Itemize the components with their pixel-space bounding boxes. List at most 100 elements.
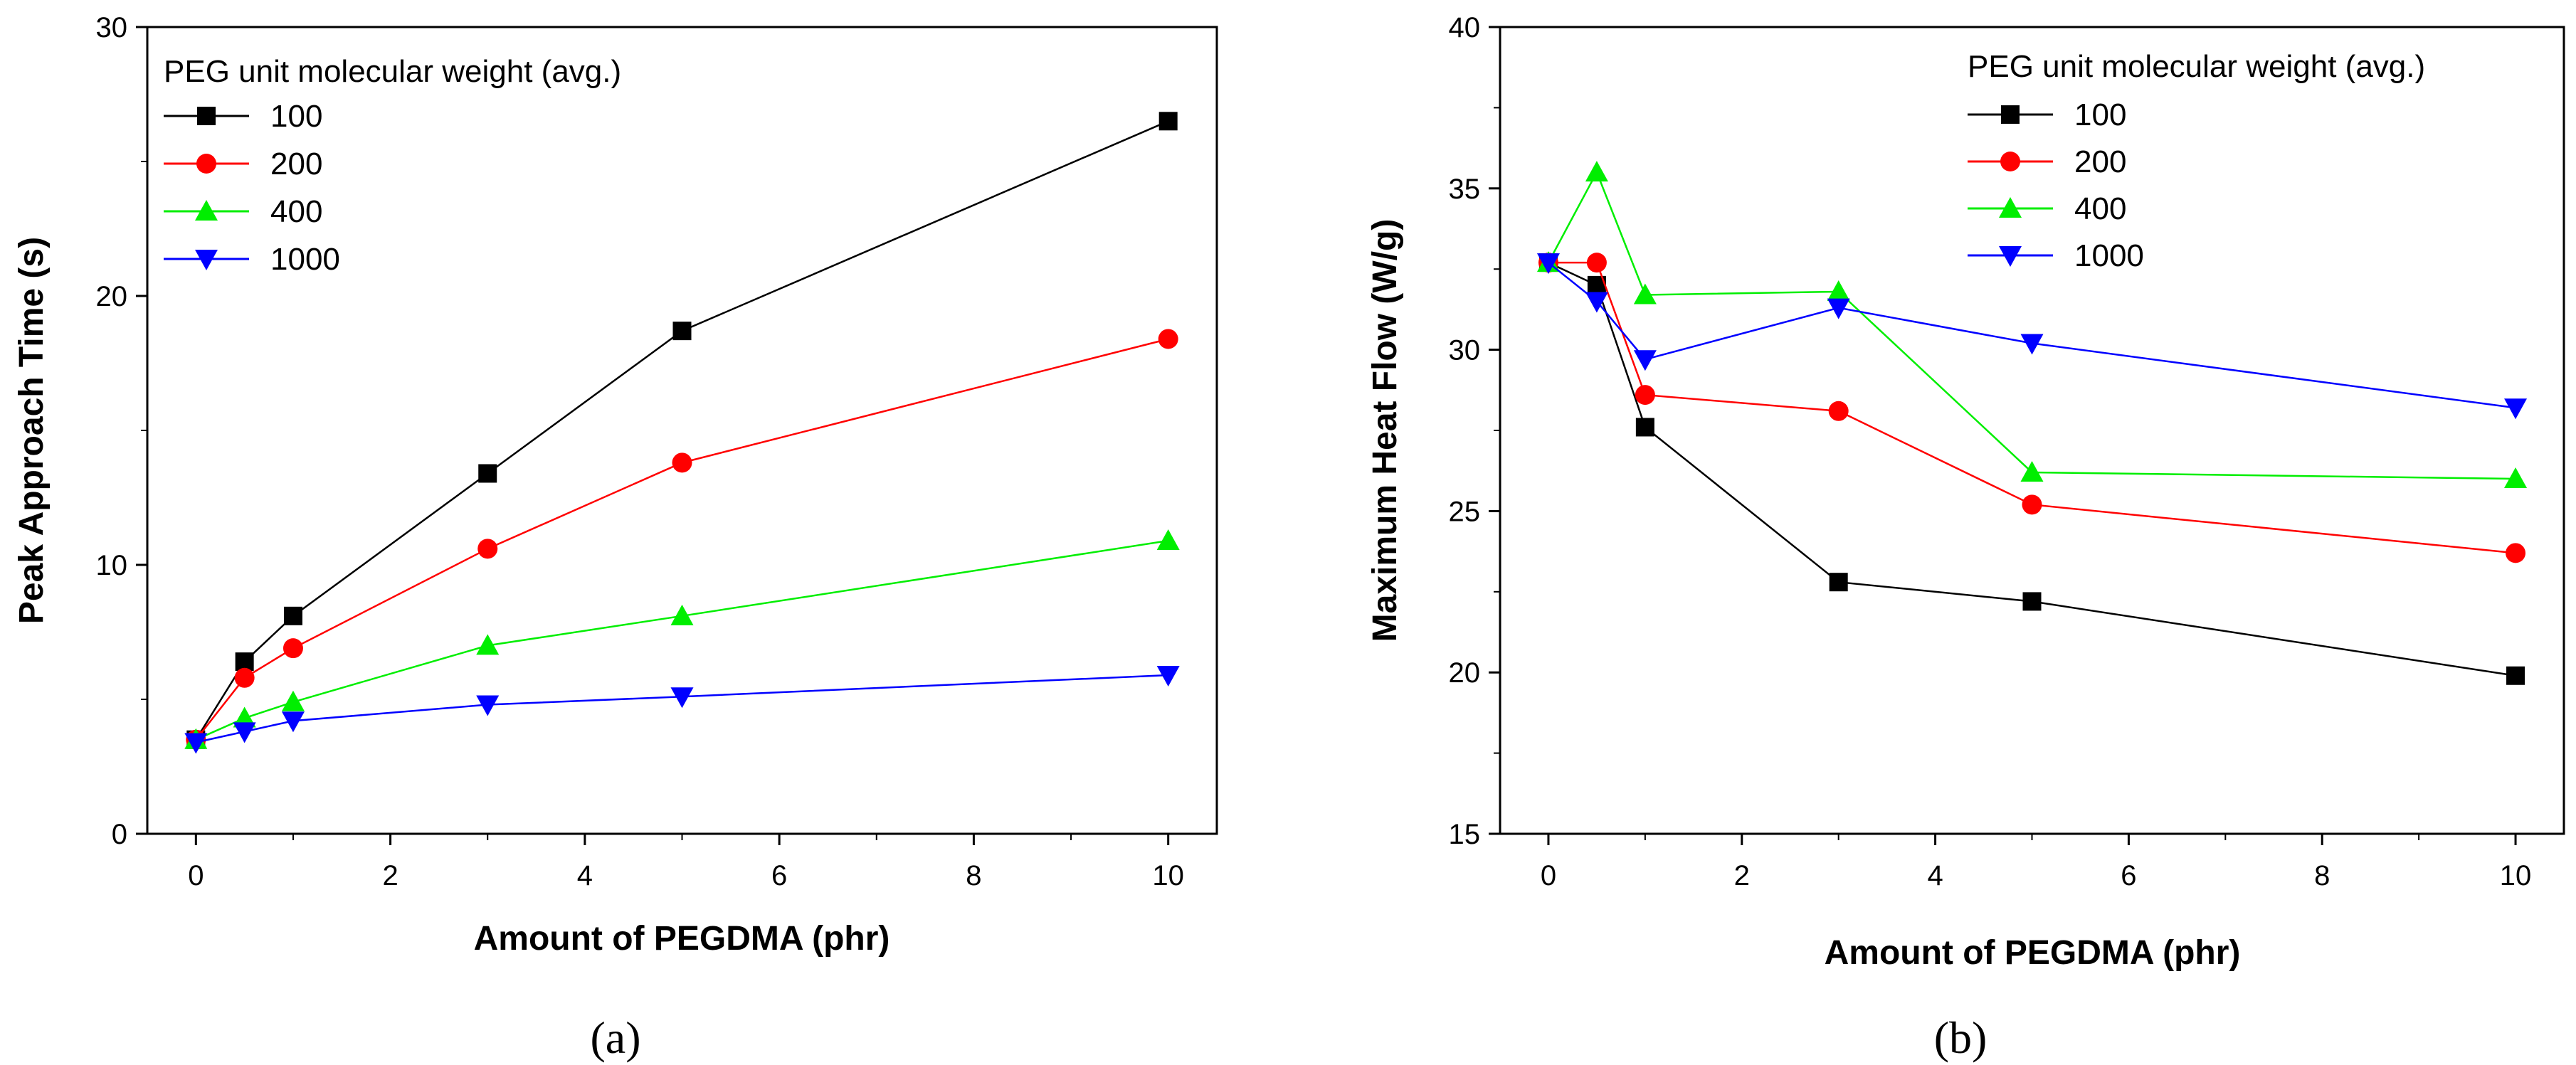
y-tick-label: 25 (1449, 496, 1481, 527)
data-point-1000 (476, 695, 500, 716)
data-point-100 (1158, 112, 1178, 131)
legend-marker-1000 (1999, 246, 2022, 267)
y-tick-label: 40 (1449, 12, 1481, 43)
x-tick-label: 0 (1541, 860, 1556, 891)
x-axis-ticks-b: 0 2 4 6 8 10 (1541, 834, 2531, 891)
x-tick-label: 6 (771, 860, 787, 891)
data-point-1000 (1633, 350, 1657, 371)
x-axis-ticks-a: 0 2 4 6 8 10 (188, 834, 1184, 891)
x-axis-label-b: Amount of PEGDMA (phr) (1825, 934, 2241, 972)
legend-marker-400 (195, 200, 218, 221)
series-line-1000 (196, 674, 1168, 743)
x-tick-label: 10 (1152, 860, 1184, 891)
data-point-100 (283, 606, 302, 625)
x-tick-label: 10 (2500, 860, 2532, 891)
data-point-1000 (670, 687, 694, 709)
legend-b: PEG unit molecular weight (avg.) 100 200 4… (1968, 49, 2425, 273)
data-point-200 (283, 638, 303, 659)
y-axis-ticks-a: 0 10 20 30 (96, 12, 147, 850)
y-axis-ticks-b: 15 20 25 30 35 40 (1449, 12, 1500, 850)
data-point-200 (477, 539, 498, 559)
data-point-1000 (1827, 298, 1850, 319)
legend-title-a: PEG unit molecular weight (avg.) (164, 54, 621, 89)
x-tick-label: 8 (966, 860, 981, 891)
x-axis-label-a: Amount of PEGDMA (phr) (474, 920, 890, 958)
x-tick-label: 6 (2121, 860, 2136, 891)
y-axis-label-b: Maximum Heat Flow (W/g) (1366, 219, 1404, 642)
data-point-1000 (184, 733, 208, 754)
data-point-100 (1829, 573, 1848, 592)
y-tick-label: 15 (1449, 819, 1481, 850)
data-point-400 (2020, 460, 2044, 482)
x-tick-label: 4 (1927, 860, 1943, 891)
data-point-100 (672, 322, 692, 341)
data-point-200 (2022, 494, 2042, 515)
legend-label-400: 400 (2074, 191, 2126, 226)
y-tick-label: 20 (96, 281, 128, 312)
data-point-1000 (1536, 253, 1560, 275)
legend-marker-200 (2000, 152, 2020, 171)
y-tick-label: 35 (1449, 174, 1481, 205)
data-point-200 (1635, 385, 1655, 406)
legend-marker-100 (2001, 105, 2020, 124)
data-point-400 (1156, 529, 1180, 550)
legend-label-400: 400 (270, 194, 322, 229)
legend-a: PEG unit molecular weight (avg.) 100 200 4… (164, 54, 621, 277)
y-axis-label-a: Peak Approach Time (s) (13, 237, 51, 624)
legend-marker-100 (197, 107, 216, 125)
x-tick-label: 8 (2314, 860, 2330, 891)
data-point-400 (233, 706, 256, 728)
legend-title-b: PEG unit molecular weight (avg.) (1968, 49, 2425, 84)
y-tick-label: 0 (112, 819, 127, 850)
panel-label-a: (a) (590, 1012, 640, 1063)
data-point-400 (281, 690, 305, 711)
data-point-400 (2504, 467, 2528, 489)
data-point-200 (1158, 329, 1178, 349)
legend-label-200: 200 (2074, 144, 2126, 179)
legend-marker-200 (196, 154, 216, 174)
data-point-400 (476, 634, 500, 655)
panel-label-b: (b) (1934, 1012, 1988, 1063)
data-point-100 (478, 464, 497, 483)
legend-label-100: 100 (270, 99, 322, 134)
legend-marker-1000 (195, 250, 218, 270)
y-tick-label: 30 (96, 12, 128, 43)
data-point-1000 (1585, 292, 1608, 313)
chart-panel-b: 0 2 4 6 8 10 15 20 25 30 35 40 Amount of PEGDMA (p… (1366, 12, 2565, 1063)
y-tick-label: 30 (1449, 335, 1481, 366)
legend-marker-400 (1999, 197, 2022, 218)
data-point-1000 (1156, 665, 1180, 687)
x-tick-label: 0 (188, 860, 204, 891)
data-point-200 (1828, 401, 1849, 421)
legend-entries-a: 100 200 400 1000 (164, 99, 340, 277)
legend-entries-b: 100 200 400 1000 (1968, 97, 2144, 273)
series-line-200 (195, 338, 1168, 741)
data-point-1000 (2504, 398, 2528, 420)
legend-label-1000: 1000 (2074, 238, 2144, 273)
series-group-a (184, 112, 1180, 754)
chart-panel-a: 0 2 4 6 8 10 0 10 20 30 Amount of PEGDMA (phr) P… (13, 12, 1218, 1063)
x-tick-label: 2 (382, 860, 398, 891)
data-point-200 (1586, 253, 1607, 273)
y-tick-label: 10 (96, 550, 128, 581)
data-point-1000 (233, 722, 256, 743)
x-tick-label: 2 (1734, 860, 1750, 891)
data-point-400 (1585, 161, 1608, 182)
data-point-200 (234, 667, 255, 688)
data-point-100 (2506, 666, 2525, 685)
data-point-100 (2022, 592, 2042, 611)
data-point-1000 (2020, 334, 2044, 355)
y-tick-label: 20 (1449, 657, 1481, 689)
series-line-400 (1547, 170, 2516, 480)
legend-label-100: 100 (2074, 97, 2126, 132)
series-group-b (1536, 161, 2528, 685)
data-point-100 (1635, 418, 1654, 437)
data-point-200 (672, 452, 692, 473)
legend-label-1000: 1000 (270, 242, 340, 277)
data-point-100 (235, 652, 254, 672)
legend-label-200: 200 (270, 147, 322, 181)
data-point-400 (1633, 283, 1657, 304)
x-tick-label: 4 (577, 860, 593, 891)
